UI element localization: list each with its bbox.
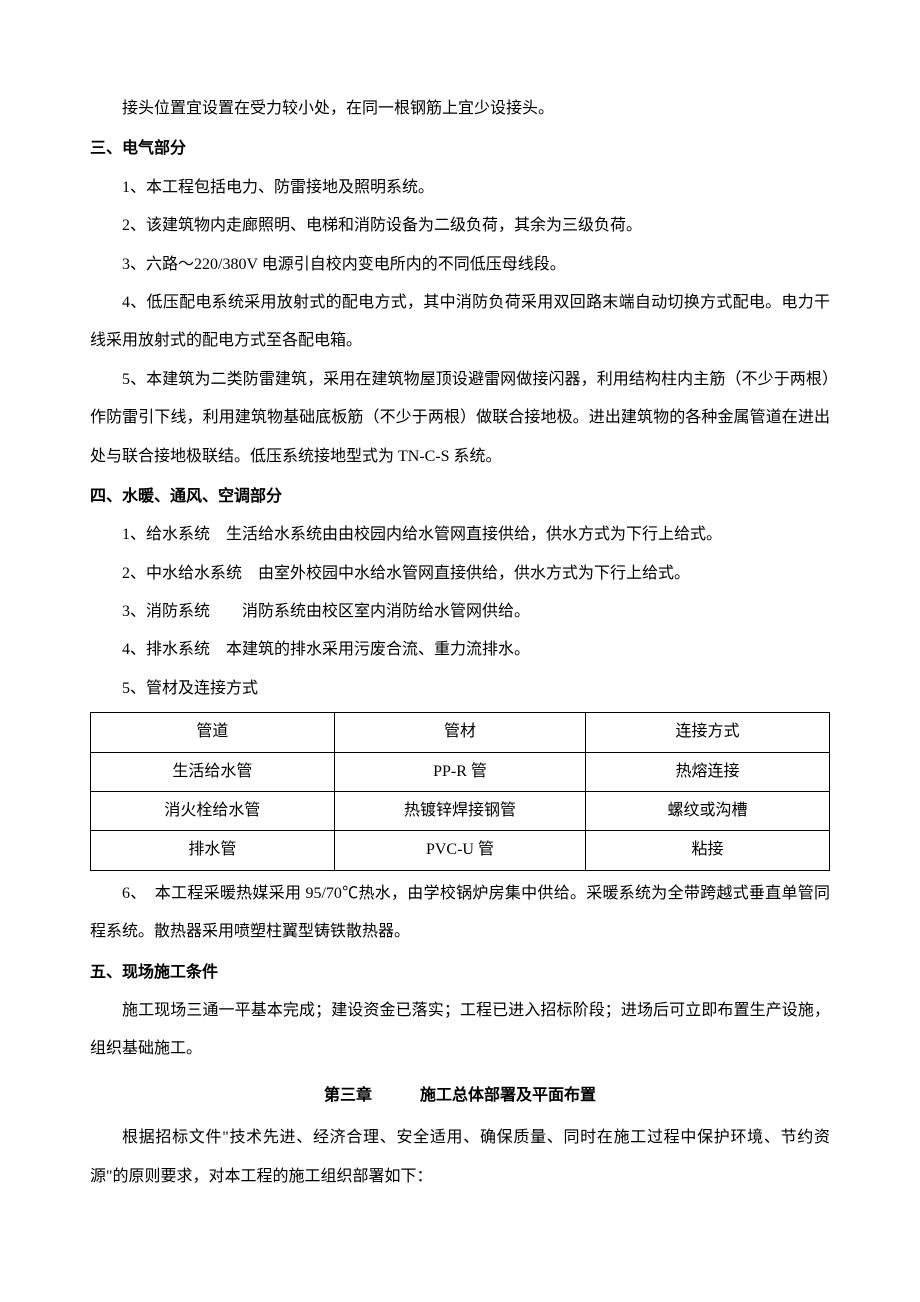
paragraph-4-2: 2、中水给水系统 由室外校园中水给水管网直接供给，供水方式为下行上给式。 [90, 555, 830, 593]
heading-section-5: 五、现场施工条件 [90, 954, 830, 992]
table-cell: 热镀锌焊接钢管 [334, 792, 585, 831]
table-row: 生活给水管 PP-R 管 热熔连接 [91, 752, 830, 791]
table-header-cell: 管道 [91, 713, 335, 752]
paragraph-4-4: 4、排水系统 本建筑的排水采用污废合流、重力流排水。 [90, 631, 830, 669]
table-cell: PVC-U 管 [334, 831, 585, 870]
table-row: 消火栓给水管 热镀锌焊接钢管 螺纹或沟槽 [91, 792, 830, 831]
paragraph-5-1: 施工现场三通一平基本完成；建设资金已落实；工程已进入招标阶段；进场后可立即布置生… [90, 992, 830, 1069]
paragraph-4-6: 6、 本工程采暖热媒采用 95/70℃热水，由学校锅炉房集中供给。采暖系统为全带… [90, 875, 830, 952]
table-cell: 螺纹或沟槽 [586, 792, 830, 831]
table-cell: 生活给水管 [91, 752, 335, 791]
paragraph-3-4: 4、低压配电系统采用放射式的配电方式，其中消防负荷采用双回路末端自动切换方式配电… [90, 284, 830, 361]
paragraph-4-5: 5、管材及连接方式 [90, 670, 830, 708]
table-header-cell: 管材 [334, 713, 585, 752]
paragraph-4-1: 1、给水系统 生活给水系统由由校园内给水管网直接供给，供水方式为下行上给式。 [90, 516, 830, 554]
paragraph-3-2: 2、该建筑物内走廊照明、电梯和消防设备为二级负荷，其余为三级负荷。 [90, 207, 830, 245]
table-cell: 排水管 [91, 831, 335, 870]
paragraph-intro: 接头位置宜设置在受力较小处，在同一根钢筋上宜少设接头。 [90, 90, 830, 128]
table-cell: 粘接 [586, 831, 830, 870]
paragraph-4-3: 3、消防系统 消防系统由校区室内消防给水管网供给。 [90, 593, 830, 631]
heading-section-4: 四、水暖、通风、空调部分 [90, 478, 830, 516]
heading-section-3: 三、电气部分 [90, 130, 830, 168]
table-cell: 消火栓给水管 [91, 792, 335, 831]
table-header-row: 管道 管材 连接方式 [91, 713, 830, 752]
pipe-material-table: 管道 管材 连接方式 生活给水管 PP-R 管 热熔连接 消火栓给水管 热镀锌焊… [90, 712, 830, 871]
paragraph-chapter-1: 根据招标文件"技术先进、经济合理、安全适用、确保质量、同时在施工过程中保护环境、… [90, 1119, 830, 1196]
table-cell: PP-R 管 [334, 752, 585, 791]
table-cell: 热熔连接 [586, 752, 830, 791]
table-header-cell: 连接方式 [586, 713, 830, 752]
table-row: 排水管 PVC-U 管 粘接 [91, 831, 830, 870]
chapter-heading: 第三章 施工总体部署及平面布置 [90, 1077, 830, 1115]
paragraph-3-5: 5、本建筑为二类防雷建筑，采用在建筑物屋顶设避雷网做接闪器，利用结构柱内主筋（不… [90, 361, 830, 476]
paragraph-3-1: 1、本工程包括电力、防雷接地及照明系统。 [90, 169, 830, 207]
paragraph-3-3: 3、六路～220/380V 电源引自校内变电所内的不同低压母线段。 [90, 246, 830, 284]
